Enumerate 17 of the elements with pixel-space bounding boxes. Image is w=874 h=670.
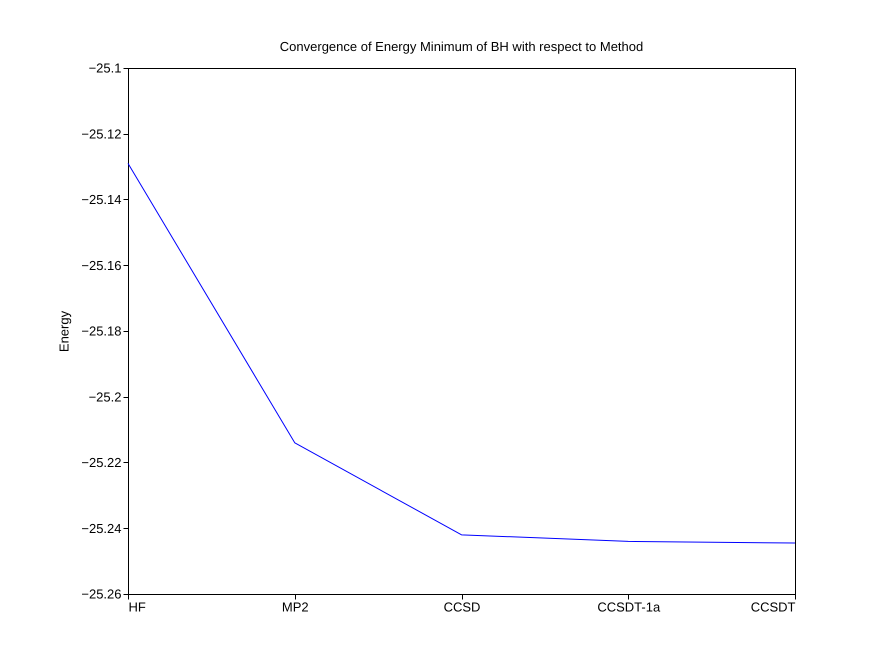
- y-tick-label: −25.16: [81, 258, 122, 273]
- y-tick-label: −25.12: [81, 126, 122, 142]
- y-axis-title: Energy: [56, 310, 72, 352]
- y-tick-label: −25.14: [81, 192, 122, 207]
- x-tick-label: CCSDT-1a: [597, 600, 661, 614]
- x-tick-label: MP2: [282, 600, 309, 614]
- y-tick-label: −25.1: [88, 60, 122, 76]
- y-tick-label: −25.26: [81, 586, 122, 602]
- x-tick-label: CCSDT: [750, 600, 796, 614]
- x-tick-label: CCSD: [444, 600, 480, 614]
- x-tick-label: HF: [128, 600, 146, 614]
- chart-title: Convergence of Energy Minimum of BH with respect to Method: [280, 39, 644, 54]
- line-series: [128, 162, 796, 544]
- y-tick-label: −25.2: [88, 389, 122, 404]
- y-tick-label: −25.22: [81, 455, 122, 470]
- y-tick-label: −25.18: [81, 324, 122, 338]
- y-tick-label: −25.24: [81, 520, 122, 536]
